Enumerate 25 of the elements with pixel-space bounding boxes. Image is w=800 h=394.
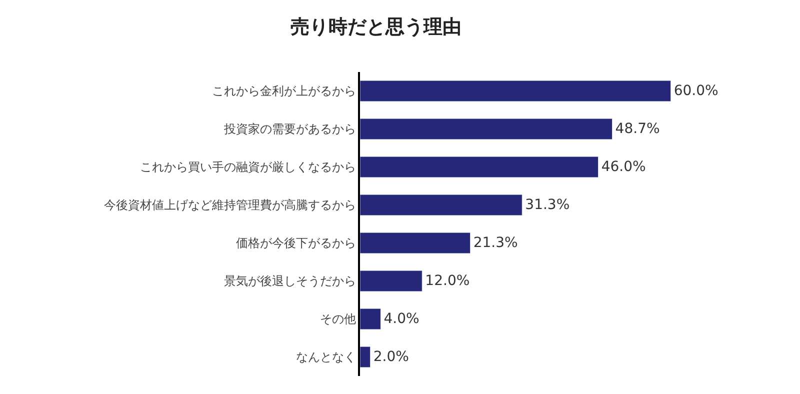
data-label: 46.0% <box>601 159 646 175</box>
y-tick-label: これから金利が上がるから <box>212 84 356 98</box>
bar <box>360 308 381 330</box>
data-label: 4.0% <box>384 311 420 327</box>
y-tick-label: 景気が後退しそうだから <box>224 274 356 288</box>
data-label: 12.0% <box>425 273 470 289</box>
y-tick-label: その他 <box>320 312 356 326</box>
bar <box>360 194 522 216</box>
bar <box>360 346 371 368</box>
y-tick-label: 投資家の需要があるから <box>222 122 356 136</box>
y-tick-label: 価格が今後下がるから <box>236 236 356 250</box>
bar <box>360 232 471 254</box>
bar <box>360 270 422 292</box>
y-tick-label: 今後資材値上げなど維持管理費が高騰するから <box>104 198 356 212</box>
bar <box>360 156 599 178</box>
y-tick-label: なんとなく <box>296 350 356 364</box>
bar <box>360 80 672 102</box>
data-label: 48.7% <box>615 121 660 137</box>
bar <box>360 118 613 140</box>
data-label: 2.0% <box>373 349 409 365</box>
data-label: 31.3% <box>525 197 570 213</box>
data-label: 60.0% <box>674 83 718 99</box>
chart-title: 売り時だと思う理由 <box>290 16 462 38</box>
data-label: 21.3% <box>473 235 518 251</box>
y-tick-label: これから買い手の融資が厳しくなるから <box>140 160 356 174</box>
